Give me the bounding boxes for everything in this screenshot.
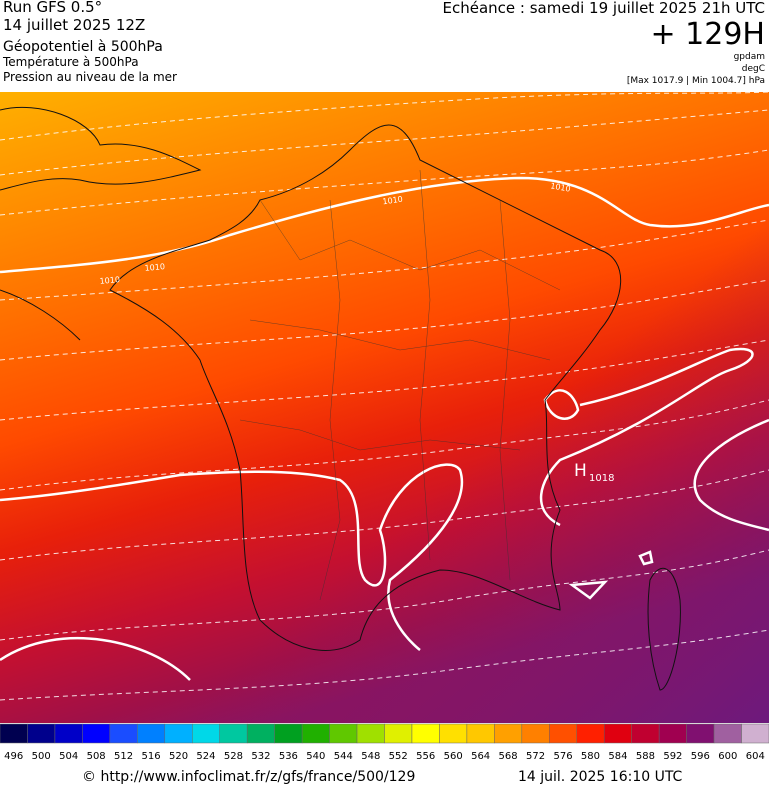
legend-swatch [356, 723, 385, 744]
legend-label: 544 [334, 751, 353, 762]
legend-swatch [246, 723, 275, 744]
legend-label: 552 [389, 751, 408, 762]
legend-swatch [549, 723, 577, 744]
legend-label: 532 [251, 751, 270, 762]
legend-swatch [576, 723, 605, 744]
country-borders [0, 106, 681, 691]
legend-label: 512 [114, 751, 133, 762]
legend-swatch [137, 723, 166, 744]
legend-label: 536 [279, 751, 298, 762]
legend-label: 556 [416, 751, 435, 762]
legend-swatch [54, 723, 83, 744]
legend-swatch [27, 723, 56, 744]
legend-label: 592 [663, 751, 682, 762]
isobar-label: 1010 [144, 262, 165, 273]
unit: degC [742, 64, 765, 74]
legend-label: 588 [636, 751, 655, 762]
header-line: Géopotentiel à 500hPa [3, 39, 163, 55]
header-line: Température à 500hPa [2, 55, 139, 69]
region-borders [239, 169, 561, 601]
header-line: Run GFS 0.5° [3, 0, 102, 16]
footer-date: 14 juil. 2025 16:10 UTC [518, 769, 683, 785]
isobar-label: 1010 [99, 275, 120, 286]
lead-time: + 129H [651, 17, 766, 52]
legend-swatch [521, 723, 550, 744]
legend-swatch [274, 723, 303, 744]
unit: gpdam [734, 52, 765, 62]
legend-swatch [466, 723, 495, 744]
legend-swatch [686, 723, 715, 744]
legend-label: 568 [499, 751, 518, 762]
legend-label: 524 [196, 751, 215, 762]
isobars [0, 176, 769, 681]
header-line: 14 juillet 2025 12Z [3, 16, 145, 34]
header: Run GFS 0.5°14 juillet 2025 12Z Géopotent… [2, 0, 765, 86]
legend-label: 584 [608, 751, 627, 762]
legend-swatch [192, 723, 220, 744]
high-marker: H [574, 461, 587, 481]
legend-label: 576 [553, 751, 572, 762]
legend-label: 548 [361, 751, 380, 762]
legend-swatch [82, 723, 111, 744]
legend-label: 564 [471, 751, 490, 762]
header-line: Pression au niveau de la mer [3, 70, 177, 84]
legend-label: 596 [691, 751, 710, 762]
legend-swatch [713, 723, 742, 744]
footer: © http://www.infoclimat.fr/z/gfs/france/… [82, 769, 683, 785]
legend-label: 540 [306, 751, 325, 762]
legend-swatch [411, 723, 440, 744]
high-value: 1018 [589, 473, 614, 484]
legend-swatch [603, 723, 632, 744]
pressure-range: [Max 1017.9 | Min 1004.7] hPa [627, 76, 765, 86]
legend-label: 572 [526, 751, 545, 762]
legend-swatch [219, 723, 248, 744]
isobar-label: 1010 [382, 195, 403, 207]
legend-swatch [109, 723, 138, 744]
legend-label: 604 [746, 751, 765, 762]
legend-swatch [301, 723, 330, 744]
legend: 496 500 504 508 512 516 520 524 528 532 536 540 544 5… [0, 723, 769, 762]
map-labels: 1010 1010 1010 1010 H 1018 [99, 181, 614, 484]
legend-label: 496 [4, 751, 23, 762]
legend-swatch [658, 723, 687, 744]
field-shade [0, 92, 769, 723]
legend-label: 508 [87, 751, 106, 762]
legend-label: 520 [169, 751, 188, 762]
legend-swatch [631, 723, 660, 744]
legend-label: 504 [59, 751, 78, 762]
temperature-contours [0, 91, 769, 701]
legend-swatch [0, 723, 28, 744]
legend-swatch [439, 723, 468, 744]
isobar-label: 1010 [550, 181, 572, 193]
legend-swatch [384, 723, 413, 744]
legend-label: 580 [581, 751, 600, 762]
footer-url: © http://www.infoclimat.fr/z/gfs/france/… [82, 769, 415, 785]
legend-swatch [164, 723, 193, 744]
legend-label: 516 [142, 751, 161, 762]
legend-label: 500 [32, 751, 51, 762]
forecast-time: Echéance : samedi 19 juillet 2025 21h UT… [443, 0, 765, 17]
legend-swatch [494, 723, 523, 744]
legend-label: 560 [444, 751, 463, 762]
legend-swatch [329, 723, 358, 744]
legend-swatch [741, 723, 769, 744]
legend-label: 528 [224, 751, 243, 762]
map [0, 91, 769, 723]
legend-label: 600 [718, 751, 737, 762]
